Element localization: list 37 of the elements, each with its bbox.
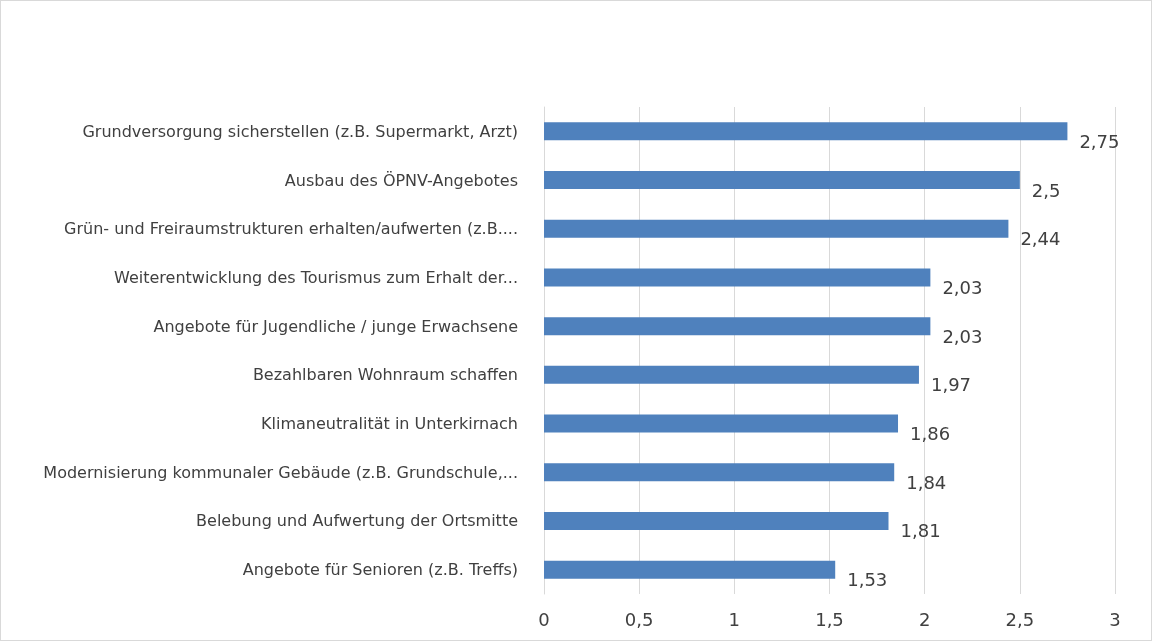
y-tick-label: Klimaneutralität in Unterkirnach	[261, 414, 518, 434]
y-tick-label: Belebung und Aufwertung der Ortsmitte	[196, 511, 518, 531]
bar	[544, 365, 919, 384]
bar	[544, 122, 1068, 141]
y-tick-label: Grundversorgung sicherstellen (z.B. Supermarkt, Arzt)	[82, 121, 518, 141]
y-tick-label: Angebote für Jugendliche / junge Erwachsene	[153, 316, 518, 336]
y-tick-label: Grün- und Freiraumstrukturen erhalten/aufwerten (z.B....	[64, 219, 518, 239]
x-tick-label: 1	[728, 608, 741, 630]
data-label: 1,97	[930, 374, 972, 396]
x-tick-label: 2,5	[1005, 608, 1035, 630]
data-label: 2,75	[1079, 130, 1120, 152]
data-label: 1,84	[906, 471, 947, 493]
bar	[544, 463, 895, 482]
x-tick-label: 1,5	[815, 608, 844, 630]
data-label: 1,81	[900, 520, 941, 542]
y-tick-label: Ausbau des ÖPNV-Angebotes	[284, 170, 518, 190]
data-label: 1,53	[847, 569, 888, 591]
bar	[544, 511, 889, 530]
data-label: 1,86	[910, 423, 951, 445]
y-tick-label: Bezahlbaren Wohnraum schaffen	[252, 365, 518, 385]
bar	[544, 268, 931, 287]
data-label: 2,5	[1031, 179, 1061, 201]
data-label: 2,03	[942, 276, 983, 298]
data-label: 2,44	[1020, 228, 1061, 250]
x-tick-label: 2	[918, 608, 931, 630]
bar	[544, 219, 1009, 238]
bar	[544, 171, 1020, 190]
x-tick-label: 3	[1109, 608, 1121, 630]
y-tick-label: Angebote für Senioren (z.B. Treffs)	[242, 560, 518, 580]
bar	[544, 317, 931, 336]
bar	[544, 414, 899, 433]
y-tick-label: Weiterentwicklung des Tourismus zum Erhalt der...	[114, 267, 518, 287]
x-tick-label: 0	[538, 608, 550, 630]
data-label: 2,03	[942, 325, 983, 347]
bar	[544, 560, 836, 579]
y-tick-label: Modernisierung kommunaler Gebäude (z.B. Grundschule,...	[43, 462, 518, 482]
x-tick-label: 0,5	[624, 608, 654, 630]
